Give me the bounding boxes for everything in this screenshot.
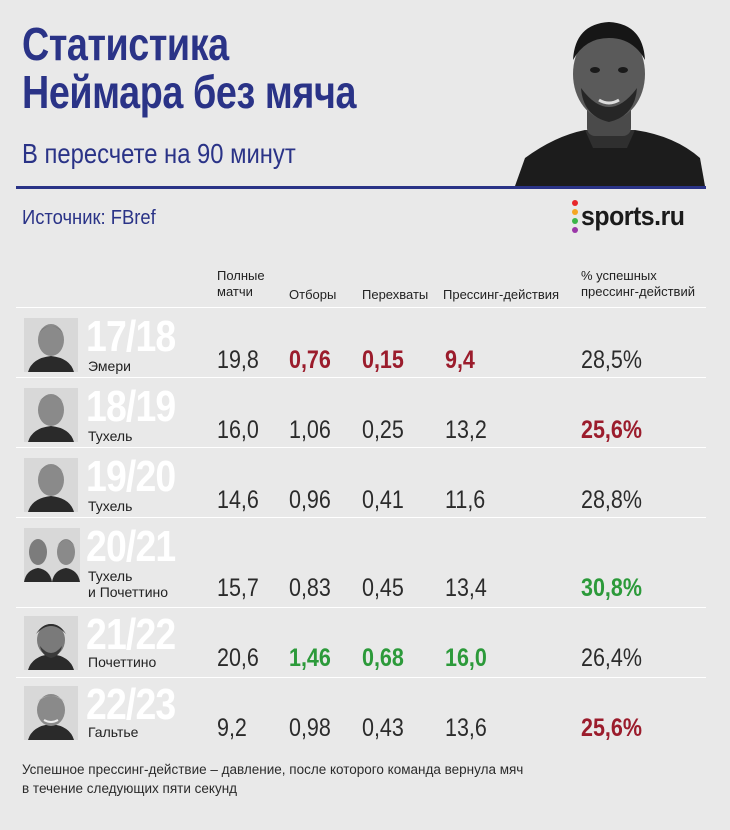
pressures-value: 13,6 <box>445 714 487 742</box>
coach-photo <box>24 528 80 582</box>
interceptions-value: 0,15 <box>362 346 404 374</box>
tackles-value: 0,98 <box>289 714 331 742</box>
matches-value: 20,6 <box>217 644 259 672</box>
column-header-success: % успешных прессинг-действий <box>581 268 695 299</box>
pressures-value: 11,6 <box>445 486 486 514</box>
coach-name: Гальтье <box>88 724 139 740</box>
season-label: 18/19 <box>86 382 176 431</box>
coach-name-second: и Почеттино <box>88 584 169 600</box>
pressures-value: 13,4 <box>445 574 487 602</box>
season-label: 19/20 <box>86 452 176 501</box>
table-row: 17/18 Эмери 19,8 0,76 0,15 9,4 28,5% <box>16 307 706 378</box>
pressures-value: 16,0 <box>445 644 487 672</box>
table-row: 20/21 Тухель и Почеттино 15,7 0,83 0,45 … <box>16 517 706 608</box>
logo-dots-icon <box>572 200 578 233</box>
season-label: 17/18 <box>86 312 176 361</box>
coach-photo <box>24 686 78 740</box>
footnote-line-2: в течение следующих пяти секунд <box>22 781 238 796</box>
column-header-pressures: Прессинг-действия <box>443 287 560 302</box>
matches-value: 14,6 <box>217 486 259 514</box>
table-row: 21/22 Почеттино 20,6 1,46 0,68 16,0 26,4… <box>16 607 706 678</box>
pressures-value: 9,4 <box>445 346 475 374</box>
success-value: 28,8% <box>581 486 642 514</box>
page-title: Статистика Неймара без мяча <box>22 20 356 116</box>
tackles-value: 0,76 <box>289 346 331 374</box>
coach-name: Тухель <box>88 428 133 444</box>
season-label: 21/22 <box>86 610 176 659</box>
table-row: 19/20 Тухель 14,6 0,96 0,41 11,6 28,8% <box>16 447 706 518</box>
player-portrait <box>515 8 705 186</box>
coach-name: Почеттино <box>88 654 157 670</box>
season-label: 22/23 <box>86 680 176 729</box>
sports-ru-logo: sports.ru <box>572 200 694 233</box>
subtitle: В пересчете на 90 минут <box>22 138 296 169</box>
success-value: 26,4% <box>581 644 642 672</box>
tackles-value: 1,46 <box>289 644 331 672</box>
title-line-1: Статистика <box>22 18 229 70</box>
coach-photo <box>24 388 78 442</box>
column-header-matches: Полные матчи <box>217 268 265 299</box>
success-value: 25,6% <box>581 714 642 742</box>
interceptions-value: 0,25 <box>362 416 404 444</box>
matches-value: 16,0 <box>217 416 259 444</box>
title-line-2: Неймара без мяча <box>22 66 357 118</box>
coach-photo <box>24 318 78 372</box>
column-header-interceptions: Перехваты <box>362 287 429 302</box>
footnote-line-1: Успешное прессинг-действие – давление, п… <box>22 762 524 777</box>
tackles-value: 0,83 <box>289 574 331 602</box>
tackles-value: 0,96 <box>289 486 331 514</box>
coach-name: Эмери <box>88 358 131 374</box>
success-value: 28,5% <box>581 346 642 374</box>
header-divider <box>16 186 706 189</box>
matches-value: 9,2 <box>217 714 247 742</box>
footnote: Успешное прессинг-действие – давление, п… <box>22 760 523 798</box>
interceptions-value: 0,68 <box>362 644 404 672</box>
coach-name: Тухель <box>88 568 133 584</box>
tackles-value: 1,06 <box>289 416 331 444</box>
matches-value: 15,7 <box>217 574 259 602</box>
matches-value: 19,8 <box>217 346 259 374</box>
source-credit: Источник: FBref <box>22 207 156 229</box>
interceptions-value: 0,43 <box>362 714 404 742</box>
table-row: 18/19 Тухель 16,0 1,06 0,25 13,2 25,6% <box>16 377 706 448</box>
coach-name: Тухель <box>88 498 133 514</box>
interceptions-value: 0,45 <box>362 574 404 602</box>
logo-text: sports.ru <box>581 201 685 231</box>
coach-photo <box>24 458 78 512</box>
coach-photo <box>24 616 78 670</box>
season-label: 20/21 <box>86 522 176 571</box>
success-value: 25,6% <box>581 416 642 444</box>
table-row: 22/23 Гальтье 9,2 0,98 0,43 13,6 25,6% <box>16 677 706 750</box>
pressures-value: 13,2 <box>445 416 487 444</box>
column-header-tackles: Отборы <box>289 287 337 302</box>
interceptions-value: 0,41 <box>362 486 404 514</box>
success-value: 30,8% <box>581 574 642 602</box>
